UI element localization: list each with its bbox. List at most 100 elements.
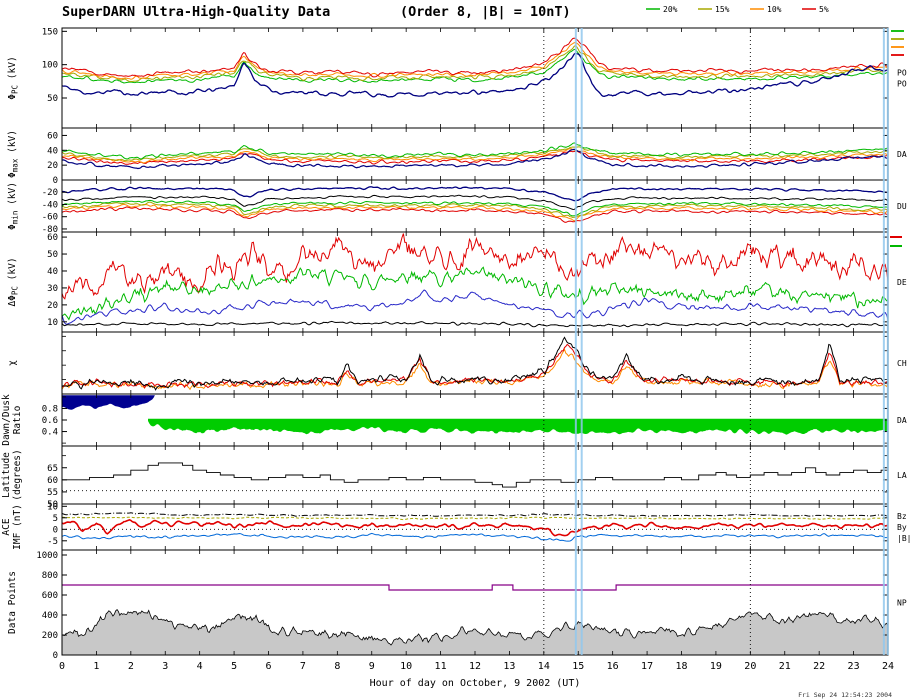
xtick-label: 11 (435, 661, 447, 672)
xtick-label: 14 (538, 661, 550, 672)
ytick-label-latitude: 60 (47, 476, 58, 486)
ytick-label-delta_phi_pc: 10 (47, 318, 58, 328)
xtick-label: 24 (882, 661, 894, 672)
xtick-label: 21 (779, 661, 791, 672)
chart-title: SuperDARN Ultra-High-Quality Data (62, 4, 330, 20)
panel-dawn_dusk_ratio-ylabel: Dawn/Dusk (1, 394, 12, 446)
series-order-20pct (62, 48, 888, 84)
ytick-label-phi_max: 60 (47, 131, 58, 141)
series-delta-5pct (62, 233, 888, 300)
legend-label: 5% (819, 5, 829, 14)
xtick-label: 9 (369, 661, 375, 672)
xtick-label: 20 (744, 661, 756, 672)
right-label-dawn_dusk_ratio-0: DA (897, 416, 907, 425)
ytick-label-phi_max: 0 (53, 176, 58, 186)
ytick-label-delta_phi_pc: 50 (47, 250, 58, 260)
panel-phi_pc-ylabel: ΦPC (kV) (7, 56, 20, 99)
ytick-label-phi_pc: 50 (47, 94, 58, 104)
panel-phi_pc-series (62, 37, 888, 98)
ytick-label-phi_min: -80 (42, 225, 58, 235)
xtick-label: 18 (675, 661, 687, 672)
xtick-label: 19 (710, 661, 722, 672)
panel-dawn_dusk_ratio-ylabel: Ratio (12, 405, 23, 434)
panel-delta_phi_pc-ylabel: ΔΦPC (kV) (7, 257, 20, 306)
panel-phi_max-series (62, 142, 888, 170)
x-axis-group: 0 1 2 3 4 5 6 7 8 9 10 11 12 13 14 15 16 17 18 19 20 21 22 23 24 (59, 661, 894, 672)
xtick-label: 22 (813, 661, 825, 672)
series-npts-area (62, 609, 888, 655)
xtick-label: 10 (400, 661, 412, 672)
panel-phi_min: -20 -40 -60 -80 Φmin (kV) DU (7, 179, 907, 235)
panel-ace_imf-ylabel: ACE (1, 518, 12, 535)
xtick-label: 17 (641, 661, 653, 672)
right-label-data_points-0: NP (897, 599, 907, 608)
panel-phi_max: 0 20 40 60 Φmax (kV) DA (7, 127, 907, 186)
right-label-phi_min-0: DU (897, 202, 907, 211)
series-ratio-dusk-dominant (62, 395, 155, 410)
right-label-ace_imf-1: By (897, 523, 907, 532)
right-label-chi-0: CH (897, 359, 907, 368)
ytick-label-delta_phi_pc: 30 (47, 284, 58, 294)
series-chi-black (62, 336, 888, 391)
ytick-label-ace_imf: 0 (53, 525, 58, 535)
legend-label: 10% (767, 5, 782, 14)
ytick-label-phi_max: 40 (47, 146, 58, 156)
series-delta-black (62, 320, 888, 328)
panel-data_points-series (62, 584, 888, 655)
xtick-label: 8 (334, 661, 340, 672)
ytick-label-latitude: 65 (47, 464, 58, 474)
legend-item: 15% (698, 5, 730, 14)
series-imf-bz (62, 519, 888, 537)
xtick-label: 6 (265, 661, 271, 672)
xtick-label: 23 (848, 661, 860, 672)
series-imf-by (62, 532, 888, 542)
chart-subtitle: (Order 8, |B| = 10nT) (400, 4, 571, 20)
ytick-label-phi_pc: 100 (42, 61, 58, 71)
panel-latitude-series (62, 462, 888, 492)
panel-delta_phi_pc-series (62, 233, 888, 328)
ytick-label-data_points: 0 (53, 651, 58, 661)
ytick-label-ace_imf: -5 (47, 537, 58, 547)
ytick-label-data_points: 600 (42, 591, 58, 601)
ytick-label-data_points: 400 (42, 611, 58, 621)
series-dawn-main (62, 148, 888, 170)
xtick-label: 12 (469, 661, 481, 672)
xtick-label: 1 (93, 661, 99, 672)
series-ratio-dawn-dominant (148, 418, 888, 435)
series-dusk-main (62, 186, 888, 202)
panel-data_points: 0 200 400 600 800 1000 Data Points NP (7, 549, 907, 661)
ytick-label-delta_phi_pc: 40 (47, 267, 58, 277)
right-label-phi_pc-1: PO (897, 80, 907, 89)
series-lat-boundary (62, 462, 888, 488)
panel-chi-series (62, 336, 888, 391)
series-npts-max (62, 584, 888, 591)
legend-label: 15% (715, 5, 730, 14)
ytick-label-delta_phi_pc: 60 (47, 233, 58, 243)
right-label-phi_max-0: DA (897, 150, 907, 159)
ytick-label-phi_min: -60 (42, 213, 58, 223)
x-axis-title: Hour of day on October, 9 2002 (UT) (370, 678, 581, 689)
series-chi-orange (62, 348, 888, 391)
xtick-label: 5 (231, 661, 237, 672)
panel-delta_phi_pc: 10 20 30 40 50 60 ΔΦPC (kV) DE (7, 231, 907, 333)
creation-timestamp: Fri Sep 24 12:54:23 2004 (798, 691, 892, 699)
panel-ace_imf: -5 05 10 ACE IMF (nT) Bz By |B| (1, 502, 911, 551)
legend-label: 20% (663, 5, 678, 14)
panel-chi-ylabel: χ (7, 360, 18, 366)
series-imf-olive (62, 516, 888, 521)
ytick-label-data_points: 800 (42, 571, 58, 581)
ytick-label-phi_min: -20 (42, 188, 58, 198)
panel-latitude-ylabel: (degrees) (12, 449, 23, 500)
series-imf-btotal (62, 512, 888, 518)
ytick-label-phi_max: 20 (47, 161, 58, 171)
legend-item: 5% (802, 5, 829, 14)
panel-chi: χ CH (7, 331, 907, 395)
panel-data_points-ylabel: Data Points (7, 571, 18, 634)
series-dusk-15pct (62, 201, 888, 219)
series-delta-blue (62, 289, 888, 325)
right-label-ace_imf-0: Bz (897, 512, 907, 521)
ytick-label-phi_pc: 150 (42, 27, 58, 37)
panel-delta_phi_pc-border (61, 231, 889, 333)
